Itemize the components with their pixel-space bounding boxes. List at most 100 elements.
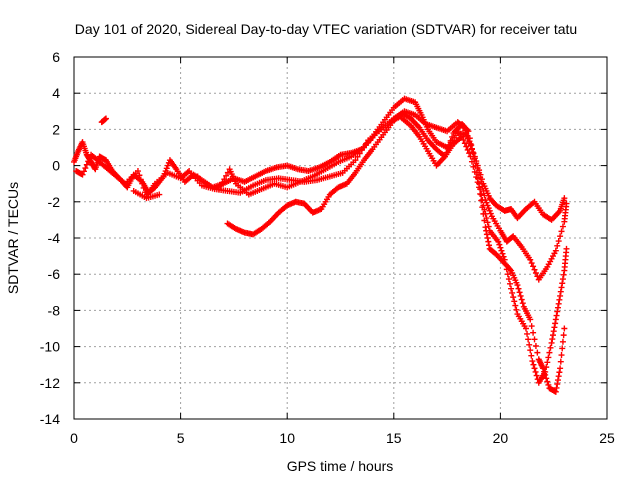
data-point: [560, 271, 567, 278]
data-point: [499, 250, 506, 257]
x-tick-label: 20: [493, 430, 509, 446]
data-point: [82, 165, 89, 172]
data-point: [518, 296, 525, 303]
data-point: [527, 316, 534, 323]
data-point: [527, 347, 534, 354]
data-point: [470, 163, 477, 170]
data-point: [528, 260, 535, 267]
data-point: [221, 176, 228, 183]
data-point: [534, 349, 541, 356]
data-point: [136, 172, 143, 179]
y-tick-label: 2: [52, 121, 60, 137]
data-point: [467, 153, 474, 160]
data-point: [465, 128, 472, 135]
data-point: [478, 197, 485, 204]
data-point: [481, 192, 488, 199]
data-point: [534, 273, 541, 280]
data-point: [530, 329, 537, 336]
data-point: [529, 358, 536, 365]
x-axis-title: GPS time / hours: [287, 458, 394, 474]
x-tick-label: 15: [386, 430, 402, 446]
data-point: [134, 168, 141, 175]
data-point: [528, 352, 535, 359]
data-point: [553, 384, 560, 391]
y-tick-label: -2: [48, 194, 61, 210]
data-point: [540, 365, 547, 372]
data-point: [102, 115, 109, 122]
y-tick-label: -6: [48, 266, 61, 282]
data-point: [471, 168, 478, 175]
data-point: [161, 170, 168, 177]
data-point: [555, 300, 562, 307]
data-point: [466, 150, 473, 157]
data-point: [476, 184, 483, 191]
y-tick-label: 4: [52, 85, 60, 101]
data-point: [532, 368, 539, 375]
data-point: [557, 365, 564, 372]
data-point: [531, 336, 538, 343]
data-point: [558, 284, 565, 291]
data-point: [486, 242, 493, 249]
data-point: [558, 352, 565, 359]
data-point: [496, 241, 503, 248]
y-tick-label: -10: [40, 339, 60, 355]
data-point: [557, 233, 564, 240]
data-point: [556, 296, 563, 303]
data-point: [530, 361, 537, 368]
data-point: [506, 266, 513, 273]
data-point: [495, 238, 502, 245]
data-point: [554, 242, 561, 249]
data-point: [552, 388, 559, 395]
data-point: [477, 190, 484, 197]
data-point: [460, 136, 467, 143]
data-point: [552, 247, 559, 254]
data-point: [79, 171, 86, 178]
data-point: [480, 210, 487, 217]
data-point: [459, 133, 466, 140]
data-point: [481, 217, 488, 224]
data-point: [509, 289, 516, 296]
y-tick-label: -14: [40, 411, 60, 427]
data-point: [542, 371, 549, 378]
chart-title: Day 101 of 2020, Sidereal Day-to-day VTE…: [75, 21, 577, 37]
data-point: [219, 179, 226, 186]
data-point: [164, 162, 171, 169]
data-point: [504, 271, 511, 278]
data-point: [555, 238, 562, 245]
data-point: [532, 342, 539, 349]
axis-ticks: 0 5 10 15 20 25 -14 -12 -10 -8 -6 -4 -2 0 2 4 6: [40, 49, 615, 446]
data-point: [532, 269, 539, 276]
data-point: [552, 320, 559, 327]
x-tick-label: 0: [70, 430, 78, 446]
data-point: [547, 344, 554, 351]
data-point: [217, 182, 224, 189]
series-track-c: [98, 113, 570, 386]
data-point: [505, 276, 512, 283]
data-point: [559, 345, 566, 352]
data-point: [515, 285, 522, 292]
data-point: [487, 210, 494, 217]
data-point: [550, 328, 557, 335]
data-point: [530, 263, 537, 270]
data-point: [483, 227, 490, 234]
data-point: [449, 133, 456, 140]
data-point: [467, 140, 474, 147]
data-point: [513, 306, 520, 313]
data-point: [485, 238, 492, 245]
data-point: [531, 365, 538, 372]
data-point: [559, 276, 566, 283]
data-point: [554, 377, 561, 384]
data-point: [549, 332, 556, 339]
data-point: [545, 381, 552, 388]
data-point: [559, 338, 566, 345]
data-point: [352, 157, 359, 164]
data-points: [71, 95, 570, 395]
data-point: [543, 375, 550, 382]
data-point: [224, 169, 231, 176]
data-point: [553, 312, 560, 319]
data-point: [525, 336, 532, 343]
data-point: [563, 245, 570, 252]
data-point: [522, 325, 529, 332]
data-point: [473, 160, 480, 167]
data-point: [545, 354, 552, 361]
